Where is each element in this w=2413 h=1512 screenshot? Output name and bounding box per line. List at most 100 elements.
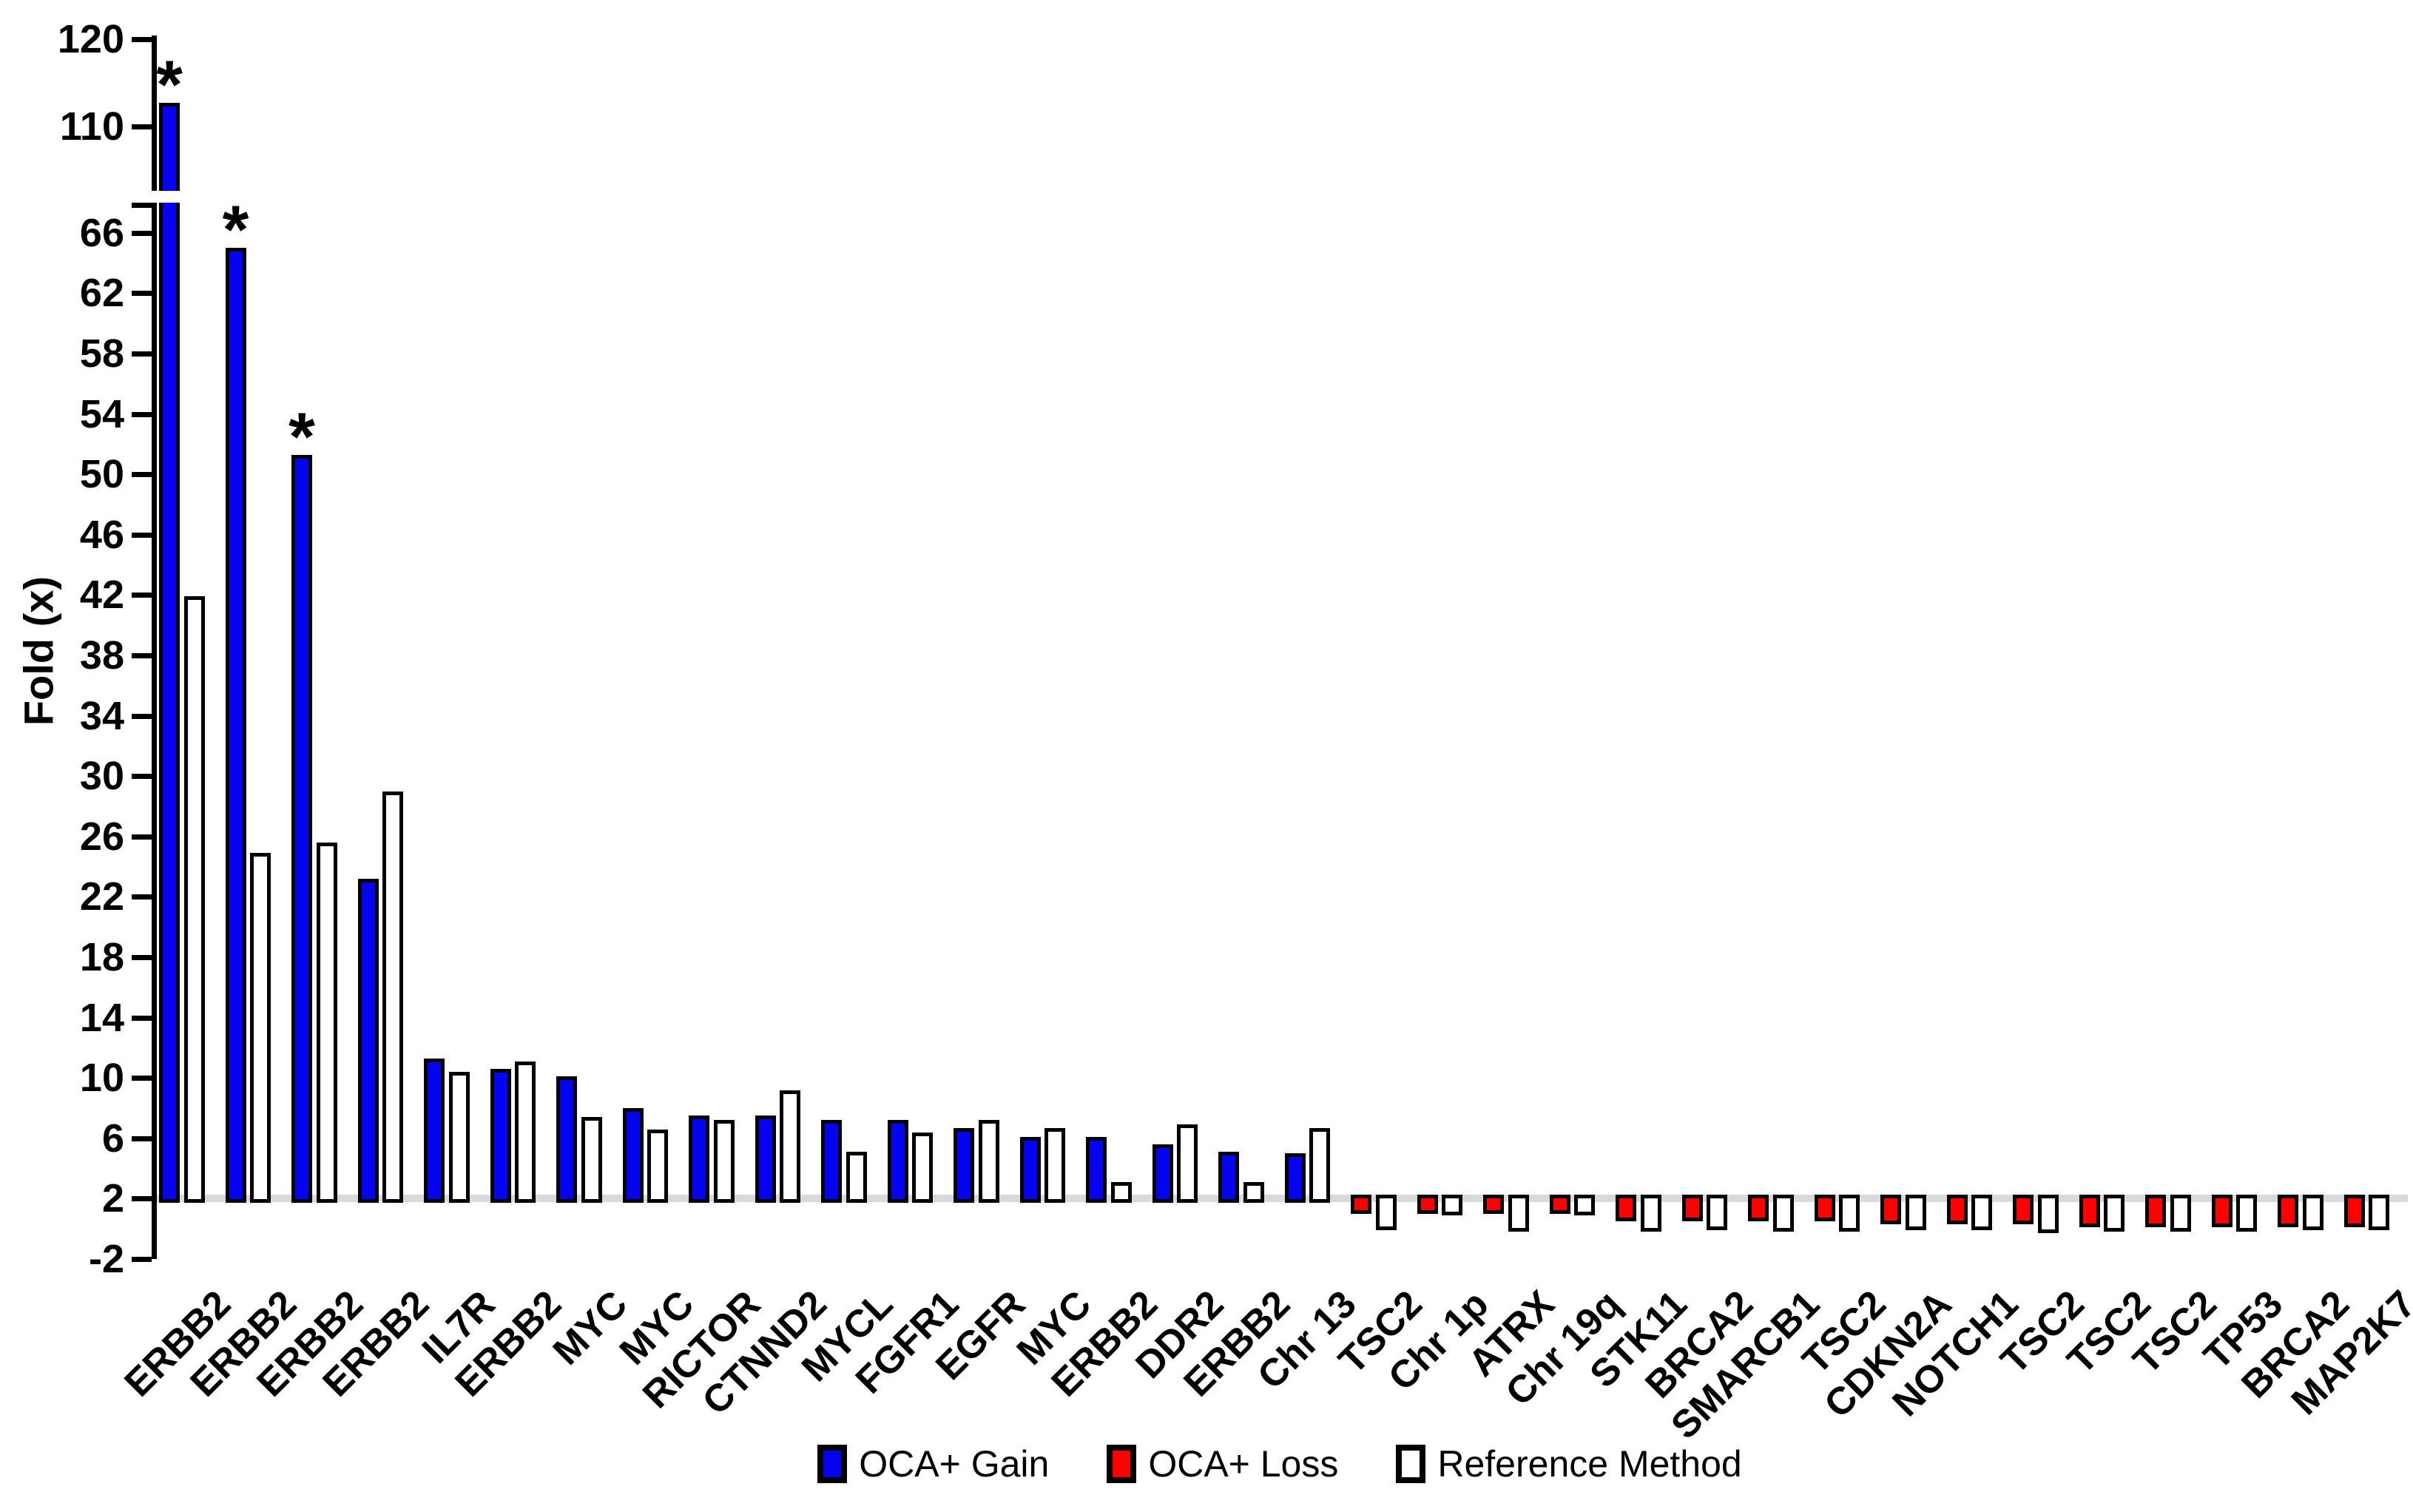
y-axis-upper <box>152 36 157 191</box>
y-tick <box>132 1135 152 1141</box>
bar-reference-brca2 <box>1707 1195 1727 1231</box>
bar-gain-erbb2-lower-segment <box>159 203 180 1204</box>
y-axis-lower <box>152 203 157 1259</box>
bar-reference-erbb2 <box>515 1061 536 1204</box>
y-tick <box>132 1196 152 1202</box>
y-tick-label: 58 <box>79 331 124 376</box>
bar-loss-stk11 <box>1616 1195 1636 1221</box>
bar-loss-tsc2 <box>2013 1195 2034 1225</box>
y-tick <box>132 955 152 960</box>
y-tick-label: 6 <box>101 1116 124 1161</box>
bar-gain-erbb2 <box>225 248 246 1204</box>
legend-item-reference-method: Reference Method <box>1396 1442 1742 1485</box>
bar-loss-chr-19q <box>1549 1195 1570 1214</box>
bar-gain-ctnnd2 <box>755 1116 776 1204</box>
legend-item-oca-gain: OCA+ Gain <box>817 1442 1049 1485</box>
bar-reference-myc <box>1044 1127 1065 1204</box>
bar-loss-tp53 <box>2211 1195 2233 1228</box>
y-tick-label: 22 <box>79 874 124 919</box>
y-tick-label: 10 <box>79 1056 124 1101</box>
bar-gain-myc <box>622 1108 644 1204</box>
bar-gain-fgfr1 <box>887 1120 908 1204</box>
bar-reference-il7r <box>448 1072 470 1204</box>
bar-reference-erbb2 <box>1110 1181 1132 1204</box>
bar-gain-il7r <box>424 1058 445 1204</box>
legend-swatch <box>1107 1445 1137 1483</box>
bar-loss-tsc2 <box>2145 1195 2166 1228</box>
bar-gain-egfr <box>954 1127 974 1204</box>
legend: OCA+ Gain OCA+ Loss Reference Method <box>152 1442 2408 1485</box>
bar-reference-erbb2 <box>382 791 403 1204</box>
y-tick-label: 38 <box>79 633 124 678</box>
y-tick-label: 66 <box>79 210 124 255</box>
y-tick <box>132 351 152 357</box>
bar-reference-atrx <box>1508 1195 1529 1232</box>
y-tick <box>132 1076 152 1081</box>
y-tick-label: 30 <box>79 754 124 799</box>
y-tick-label: 50 <box>79 452 124 497</box>
bar-reference-tsc2 <box>2170 1195 2191 1232</box>
y-tick <box>132 774 152 780</box>
bar-gain-erbb2 <box>1218 1152 1239 1204</box>
bar-gain-myc <box>556 1076 577 1204</box>
y-tick-label: 18 <box>79 935 124 979</box>
legend-label: Reference Method <box>1437 1443 1742 1485</box>
y-tick-label: 26 <box>79 814 124 859</box>
y-tick <box>132 472 152 478</box>
bar-reference-tsc2 <box>1375 1195 1397 1231</box>
legend-swatch <box>1396 1445 1426 1483</box>
bar-reference-ctnnd2 <box>780 1090 800 1204</box>
bar-reference-erbb2 <box>316 842 337 1204</box>
bar-gain-rictor <box>689 1116 709 1204</box>
y-tick-label: 120 <box>57 17 124 61</box>
bar-reference-chr-19q <box>1574 1195 1595 1215</box>
bar-loss-chr-1p <box>1417 1195 1438 1214</box>
bar-reference-tp53 <box>2236 1195 2257 1232</box>
y-tick-label: 2 <box>101 1176 124 1221</box>
y-tick <box>132 230 152 236</box>
bar-gain-myc <box>1019 1136 1041 1204</box>
y-tick <box>132 37 152 42</box>
bar-reference-tsc2 <box>1839 1195 1860 1232</box>
bar-reference-cdkn2a <box>1905 1195 1926 1231</box>
significance-asterisk: * <box>222 192 249 269</box>
bar-loss-smarcb1 <box>1748 1195 1769 1221</box>
bar-reference-myc <box>581 1117 602 1204</box>
bar-reference-notch1 <box>1971 1195 1992 1231</box>
bar-gain-erbb2 <box>1086 1136 1107 1204</box>
bar-reference-fgfr1 <box>912 1132 933 1204</box>
baseline-gridline <box>152 1195 2408 1203</box>
bar-reference-erbb2 <box>250 853 271 1204</box>
bar-reference-stk11 <box>1640 1195 1661 1232</box>
bar-reference-egfr <box>978 1120 999 1204</box>
y-tick-label: 46 <box>79 512 124 557</box>
y-tick-label: 14 <box>79 995 124 1040</box>
bar-loss-atrx <box>1483 1195 1504 1214</box>
bar-reference-smarcb1 <box>1772 1195 1794 1232</box>
y-tick <box>132 1015 152 1021</box>
y-tick <box>132 411 152 417</box>
bar-reference-brca2 <box>2302 1195 2323 1231</box>
bar-reference-tsc2 <box>2037 1195 2059 1234</box>
y-tick <box>132 713 152 719</box>
y-tick <box>132 1257 152 1262</box>
legend-label: OCA+ Gain <box>859 1443 1050 1485</box>
y-tick <box>132 894 152 900</box>
bar-reference-erbb2 <box>183 596 205 1204</box>
bar-reference-erbb2 <box>1243 1181 1264 1204</box>
bar-reference-tsc2 <box>2104 1195 2125 1232</box>
axis-break-tick <box>132 203 152 208</box>
y-tick <box>132 653 152 658</box>
y-tick <box>132 834 152 840</box>
x-label-myc: MYC <box>545 1282 636 1374</box>
bar-reference-chr-1p <box>1442 1195 1462 1215</box>
bar-gain-erbb2 <box>490 1068 511 1204</box>
bar-reference-myc <box>647 1129 668 1204</box>
bar-loss-cdkn2a <box>1880 1195 1901 1225</box>
bar-loss-tsc2 <box>1814 1195 1835 1221</box>
y-tick-label: 110 <box>59 104 124 149</box>
legend-label: OCA+ Loss <box>1148 1443 1339 1485</box>
bar-loss-map2k7 <box>2343 1195 2365 1228</box>
significance-asterisk: * <box>156 47 183 124</box>
